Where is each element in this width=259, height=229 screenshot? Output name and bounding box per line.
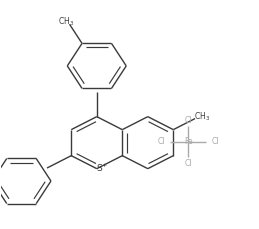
Text: Cl: Cl <box>157 137 165 146</box>
Text: Cl: Cl <box>185 116 192 125</box>
Text: CH$_3$: CH$_3$ <box>58 16 74 28</box>
Text: Cl: Cl <box>212 137 219 146</box>
Text: CH$_3$: CH$_3$ <box>193 111 210 123</box>
Text: Cl: Cl <box>185 159 192 168</box>
Text: Fe: Fe <box>184 137 193 146</box>
Text: +: + <box>101 163 106 168</box>
Text: S: S <box>96 164 102 173</box>
